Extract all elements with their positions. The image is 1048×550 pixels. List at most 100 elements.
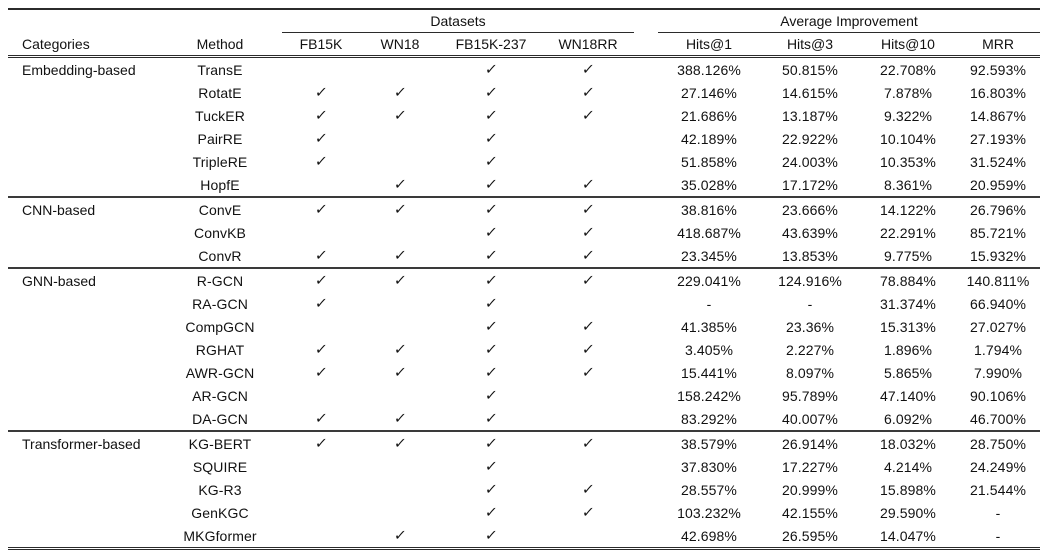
column-gap: [634, 384, 658, 407]
metric-cell: 23.345%: [681, 247, 737, 264]
method-cell: RotatE: [198, 84, 242, 101]
category-cell: [8, 524, 158, 549]
dataset-check-cell: ✓: [360, 197, 440, 221]
method-cell: ConvR: [198, 247, 242, 264]
checkmark-icon: ✓: [483, 108, 499, 124]
dataset-check-cell: ✓: [282, 268, 360, 292]
dataset-check-cell: ✓: [542, 268, 634, 292]
checkmark-icon: ✓: [580, 85, 596, 101]
column-gap: [634, 244, 658, 268]
category-cell: CNN-based: [22, 201, 96, 218]
column-header-row: Categories Method FB15K WN18 FB15K-237 W…: [8, 32, 1041, 58]
method-cell: ConvKB: [194, 224, 246, 241]
dataset-check-cell: ✓: [282, 407, 360, 431]
category-cell: [8, 244, 158, 268]
checkmark-icon: ✓: [580, 273, 596, 289]
metric-cell: 14.047%: [880, 527, 936, 544]
metric-cell: 15.932%: [970, 247, 1026, 264]
metric-cell: 83.292%: [681, 410, 737, 427]
checkmark-icon: ✓: [483, 505, 499, 521]
category-cell: GNN-based: [22, 272, 96, 289]
col-header-hits-at-10: Hits@10: [860, 32, 956, 58]
table-row: RA-GCN ✓ ✓ - - 31.374% 66.940%: [8, 292, 1040, 315]
checkmark-icon: ✓: [483, 436, 499, 452]
dataset-check-cell: ✓: [542, 57, 634, 82]
col-header-method: Method: [158, 32, 282, 58]
col-header-wn18: WN18: [360, 32, 440, 58]
metric-cell: 140.811%: [966, 272, 1030, 289]
table-row: TripleRE ✓ ✓ 51.858% 24.003% 10.353% 31.524%: [8, 150, 1040, 173]
dataset-check-cell: ✓: [282, 244, 360, 268]
dataset-check-cell: [282, 501, 360, 524]
table-row: AR-GCN ✓ 158.242% 95.789% 47.140% 90.106%: [8, 384, 1040, 407]
checkmark-icon: ✓: [483, 528, 499, 544]
metric-cell: 124.916%: [778, 272, 842, 289]
table-row: GNN-based R-GCN ✓ ✓ ✓ ✓ 229.041% 124.916% 78.884…: [8, 268, 1040, 292]
column-gap: [634, 221, 658, 244]
metric-cell: 9.775%: [883, 247, 933, 264]
dataset-check-cell: ✓: [440, 455, 542, 478]
column-gap: [634, 197, 658, 221]
method-cell: HopfE: [200, 176, 240, 193]
metric-cell: 23.36%: [785, 318, 835, 335]
metric-cell: 1.794%: [973, 341, 1023, 358]
method-cell: AWR-GCN: [185, 364, 255, 381]
dataset-check-cell: ✓: [440, 268, 542, 292]
table-row: PairRE ✓ ✓ 42.189% 22.922% 10.104% 27.193%: [8, 127, 1040, 150]
checkmark-icon: ✓: [483, 342, 499, 358]
method-cell: SQUIRE: [192, 458, 248, 475]
metric-cell: 43.639%: [782, 224, 838, 241]
column-gap: [634, 431, 658, 455]
metric-cell: 28.557%: [681, 481, 737, 498]
metric-cell: 13.853%: [782, 247, 838, 264]
checkmark-icon: ✓: [483, 319, 499, 335]
dataset-check-cell: ✓: [542, 221, 634, 244]
column-gap: [634, 524, 658, 549]
metric-cell: 26.796%: [970, 201, 1026, 218]
dataset-check-cell: [360, 57, 440, 82]
table-row: RotatE ✓ ✓ ✓ ✓ 27.146% 14.615% 7.878% 16.803%: [8, 81, 1040, 104]
checkmark-icon: ✓: [313, 154, 329, 170]
column-gap: [634, 338, 658, 361]
checkmark-icon: ✓: [580, 108, 596, 124]
checkmark-icon: ✓: [392, 108, 408, 124]
checkmark-icon: ✓: [483, 296, 499, 312]
dataset-check-cell: ✓: [542, 244, 634, 268]
method-cell: RA-GCN: [192, 295, 248, 312]
dataset-check-cell: [542, 407, 634, 431]
column-gap: [634, 81, 658, 104]
metric-cell: 229.041%: [677, 272, 741, 289]
metric-cell: 5.865%: [883, 364, 933, 381]
checkmark-icon: ✓: [392, 342, 408, 358]
dataset-check-cell: ✓: [282, 292, 360, 315]
metric-cell: 7.878%: [883, 84, 933, 101]
dataset-check-cell: [542, 455, 634, 478]
checkmark-icon: ✓: [392, 85, 408, 101]
method-cell: TuckER: [195, 107, 245, 124]
metric-cell: 103.232%: [677, 504, 741, 521]
table-row: KG-R3 ✓ ✓ 28.557% 20.999% 15.898% 21.544%: [8, 478, 1040, 501]
checkmark-icon: ✓: [392, 411, 408, 427]
section-transformer-based: Transformer-based KG-BERT ✓ ✓ ✓ ✓ 38.579% 26.91…: [8, 431, 1041, 549]
category-cell: [8, 127, 158, 150]
col-header-hits-at-3: Hits@3: [760, 32, 860, 58]
metric-cell: 41.385%: [681, 318, 737, 335]
category-cell: [8, 478, 158, 501]
metric-cell: 51.858%: [681, 153, 737, 170]
table-row: CompGCN ✓ ✓ 41.385% 23.36% 15.313% 27.027%: [8, 315, 1040, 338]
category-cell: [8, 338, 158, 361]
metric-cell: 22.922%: [782, 130, 838, 147]
col-header-hits-at-1: Hits@1: [658, 32, 760, 58]
checkmark-icon: ✓: [313, 436, 329, 452]
category-cell: Transformer-based: [22, 435, 141, 452]
checkmark-icon: ✓: [580, 202, 596, 218]
column-gap: [634, 57, 658, 82]
category-cell: Embedding-based: [22, 61, 136, 78]
dataset-check-cell: ✓: [440, 315, 542, 338]
metric-cell: 31.374%: [880, 295, 936, 312]
checkmark-icon: ✓: [483, 411, 499, 427]
checkmark-icon: ✓: [313, 248, 329, 264]
checkmark-icon: ✓: [392, 528, 408, 544]
dataset-check-cell: [360, 292, 440, 315]
metric-cell: 40.007%: [782, 410, 838, 427]
